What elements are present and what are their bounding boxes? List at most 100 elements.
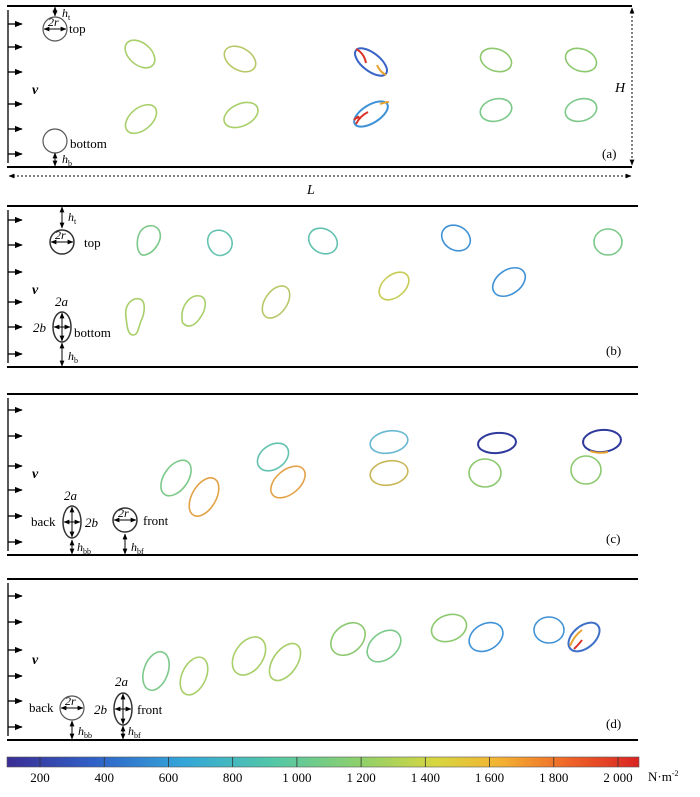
- major-axis-label: 2a: [115, 674, 129, 689]
- cell: [570, 455, 602, 485]
- cell: [270, 465, 306, 499]
- cell: [533, 616, 565, 644]
- velocity-symbol: v: [32, 467, 39, 482]
- colorbar-tick-label: 1 000: [282, 770, 311, 785]
- velocity-symbol: v: [32, 653, 39, 668]
- cell-high-stress: [477, 431, 517, 455]
- inflow-arrows: [7, 210, 23, 363]
- cell: [430, 613, 468, 643]
- cell: [479, 47, 513, 73]
- cell: [261, 285, 291, 319]
- inflow-arrows: [7, 10, 23, 163]
- cell: [468, 621, 504, 653]
- panel-d: v 2r back hbb 2a 2b front hbf (d): [7, 578, 638, 741]
- inflow-arrows: [7, 398, 23, 551]
- cell-high-stress: [567, 621, 601, 653]
- cell: [124, 297, 146, 336]
- h-top-label: ht: [62, 6, 71, 22]
- radius-label: 2r: [65, 694, 76, 708]
- h-bottom-label: hb: [68, 349, 78, 365]
- cell: [256, 442, 290, 472]
- velocity-symbol: v: [32, 83, 39, 98]
- length-label: L: [306, 183, 315, 198]
- bottom-label: bottom: [70, 136, 107, 151]
- cell: [179, 656, 209, 696]
- top-label: top: [84, 235, 101, 250]
- colorbar-tick-label: 1 800: [539, 770, 568, 785]
- minor-axis-label: 2b: [94, 702, 108, 717]
- major-axis-label: 2a: [55, 294, 69, 309]
- cell: [188, 477, 220, 517]
- colorbar-tick-label: 800: [223, 770, 243, 785]
- major-axis-label: 2a: [64, 488, 78, 503]
- cell: [124, 103, 158, 135]
- colorbar-tick-label: 2 000: [603, 770, 632, 785]
- cell: [136, 224, 162, 256]
- colorbar-tick-label: 600: [159, 770, 179, 785]
- cell-high-stress: [582, 428, 622, 454]
- colorbar-tick-label: 200: [30, 770, 50, 785]
- cell: [181, 295, 207, 327]
- colorbar-tick-label: 400: [94, 770, 114, 785]
- top-cell-circle: [42, 16, 68, 42]
- cell: [268, 642, 302, 682]
- colorbar-gradient: [6, 756, 640, 768]
- panel-tag: (c): [606, 531, 620, 546]
- h-front-label: hbf: [131, 540, 144, 556]
- radius-label: 2r: [48, 15, 59, 29]
- bottom-label: bottom: [74, 325, 111, 340]
- cell: [369, 429, 409, 455]
- cell: [491, 266, 527, 298]
- cell: [160, 459, 192, 497]
- radius-label: 2r: [118, 506, 129, 520]
- panel-b: v ht 2r top 2a 2b bottom hb (b): [7, 205, 638, 368]
- inflow-arrows: [7, 583, 23, 736]
- velocity-symbol: v: [32, 283, 39, 298]
- panel-tag: (b): [606, 343, 621, 358]
- panel-tag: (a): [602, 146, 616, 161]
- cell: [223, 101, 259, 129]
- height-label: H: [614, 81, 626, 96]
- colorbar-unit: N·m-2: [648, 769, 679, 784]
- h-front-label: hbf: [128, 724, 141, 740]
- cell: [468, 458, 502, 488]
- bottom-cell-circle: [42, 128, 68, 154]
- minor-axis-label: 2b: [85, 515, 99, 530]
- cell: [206, 229, 233, 257]
- h-back-label: hbb: [78, 724, 92, 740]
- back-label: back: [29, 700, 54, 715]
- cell: [330, 621, 366, 657]
- back-cell-ellipse: [62, 505, 82, 539]
- cell: [223, 45, 257, 73]
- bottom-cell-ellipse: [52, 311, 72, 343]
- cell: [369, 459, 409, 487]
- top-label: top: [69, 21, 86, 36]
- panel-tag: (d): [606, 716, 621, 731]
- front-label: front: [143, 513, 169, 528]
- cell: [564, 97, 598, 123]
- cell: [479, 97, 513, 123]
- cell: [231, 636, 267, 676]
- back-cell-circle: [59, 695, 85, 721]
- colorbar-tick-label: 1 400: [411, 770, 440, 785]
- h-back-label: hbb: [77, 540, 91, 556]
- minor-axis-label: 2b: [33, 320, 47, 335]
- radius-label: 2r: [55, 228, 66, 242]
- front-label: front: [137, 702, 163, 717]
- colorbar-tick-label: 1 200: [346, 770, 375, 785]
- h-bottom-label: hb: [62, 152, 72, 168]
- colorbar: 200 400 600 800 1 000 1 200 1 400 1 600 1 800 2 0…: [6, 756, 679, 785]
- front-cell-ellipse: [113, 692, 133, 726]
- cell-high-stress: [354, 47, 388, 77]
- cell-high-stress: [353, 100, 389, 128]
- cell: [564, 47, 598, 73]
- panel-c: v 2a back 2b hbb 2r front hbf (c): [7, 393, 638, 556]
- cell: [440, 224, 472, 252]
- cell: [378, 271, 410, 301]
- top-cell-circle: [49, 229, 75, 255]
- colorbar-tick-label: 1 600: [475, 770, 504, 785]
- cell: [307, 227, 339, 255]
- cell: [142, 650, 170, 692]
- panel-a: v 2r top ht bottom hb (a) H: [7, 5, 635, 198]
- back-label: back: [31, 514, 56, 529]
